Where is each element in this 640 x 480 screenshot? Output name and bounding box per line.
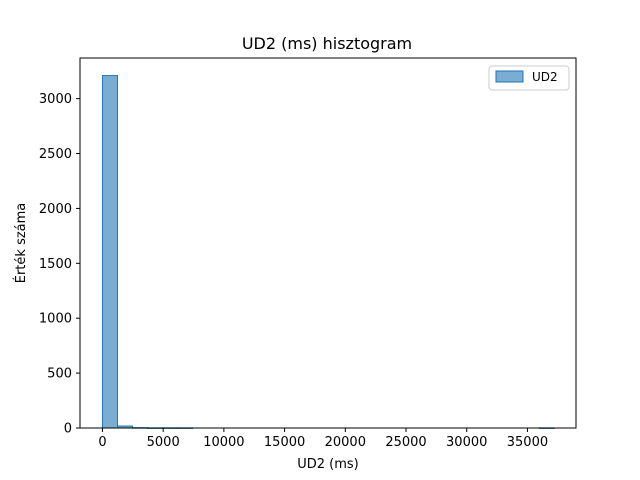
x-axis-label: UD2 (ms) [297,457,359,472]
y-axis-ticks: 0 500 1000 1500 2000 2500 3000 [39,92,80,437]
y-tick-label: 2500 [39,147,72,162]
y-tick-label: 3000 [39,92,72,107]
legend-swatch [495,70,524,83]
y-tick-label: 0 [64,422,72,437]
y-axis-label: Érték száma [13,203,29,284]
y-tick-label: 500 [47,367,72,382]
histogram-bar [101,75,119,429]
x-tick-label: 0 [98,435,106,450]
x-tick-label: 20000 [325,435,366,450]
x-tick-label: 30000 [446,435,487,450]
x-tick-label: 35000 [507,435,548,450]
bars-group [101,75,555,429]
chart-title: UD2 (ms) hisztogram [242,34,412,53]
x-tick-label: 25000 [385,435,426,450]
x-tick-label: 15000 [264,435,305,450]
legend: UD2 [488,65,570,91]
x-tick-label: 10000 [203,435,244,450]
x-tick-label: 5000 [147,435,180,450]
plot-frame [79,57,577,429]
x-axis-ticks: 0 5000 10000 15000 20000 25000 30000 35000 [98,428,548,450]
y-tick-label: 1000 [39,312,72,327]
legend-label: UD2 [532,70,558,84]
y-tick-label: 1500 [39,257,72,272]
y-tick-label: 2000 [39,202,72,217]
